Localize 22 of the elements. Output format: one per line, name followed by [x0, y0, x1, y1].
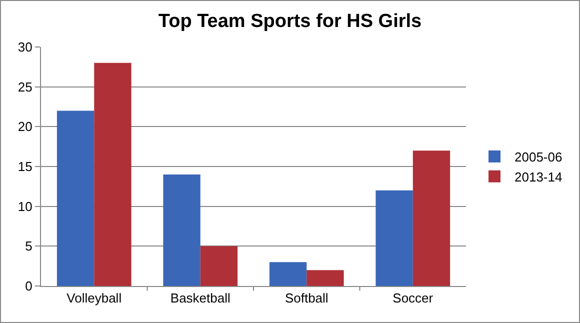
y-tick-label: 15 — [18, 159, 32, 174]
y-tick-label: 5 — [25, 238, 32, 254]
legend-label: 2013-14 — [514, 169, 562, 184]
x-tick-label: Basketball — [170, 290, 230, 306]
bar — [269, 262, 307, 286]
bar — [200, 246, 238, 286]
chart-title: Top Team Sports for HS Girls — [158, 11, 422, 32]
bar — [163, 174, 200, 286]
y-tick-label: 25 — [18, 79, 32, 94]
y-tick-label: 30 — [18, 40, 32, 55]
y-tick-label: 10 — [18, 198, 32, 214]
bar — [412, 150, 450, 286]
bar — [376, 190, 413, 286]
bar — [56, 110, 94, 286]
x-tick-label: Softball — [284, 290, 328, 306]
bar — [306, 270, 344, 286]
legend-label: 2005-06 — [514, 150, 562, 165]
bar — [94, 62, 132, 286]
y-tick-label: 20 — [18, 119, 32, 134]
y-tick-label: 0 — [25, 278, 32, 294]
x-tick-label: Volleyball — [66, 290, 122, 306]
x-tick-label: Soccer — [392, 290, 434, 306]
